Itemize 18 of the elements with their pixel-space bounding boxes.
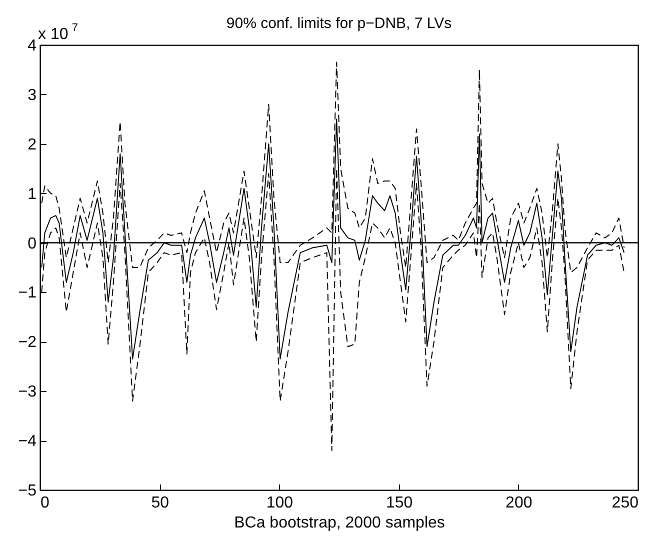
x-tick-label: 250	[612, 494, 639, 512]
y-tick-label: −3	[18, 384, 37, 401]
x-tick-label: 100	[266, 494, 294, 512]
y-tick-label: −4	[18, 433, 37, 450]
y-tick-label: −5	[18, 482, 37, 500]
y-tick-label: 2	[28, 136, 37, 154]
y-tick-label: −1	[18, 284, 37, 302]
x-tick-label: 150	[386, 494, 413, 512]
y-tick-label: 1	[28, 186, 37, 203]
y-tick-label: −2	[18, 334, 37, 352]
y-tick-label: 3	[28, 86, 37, 104]
x-tick-label: 0	[40, 494, 50, 512]
x-axis-title: BCa bootstrap, 2000 samples	[234, 514, 445, 532]
chart-title: 90% conf. limits for p−DNB, 7 LVs	[226, 15, 452, 32]
y-tick-label: 0	[28, 235, 37, 252]
y-tick-label: 4	[28, 38, 37, 54]
x-tick-label: 50	[151, 494, 170, 512]
x-tick-label: 200	[506, 494, 532, 512]
